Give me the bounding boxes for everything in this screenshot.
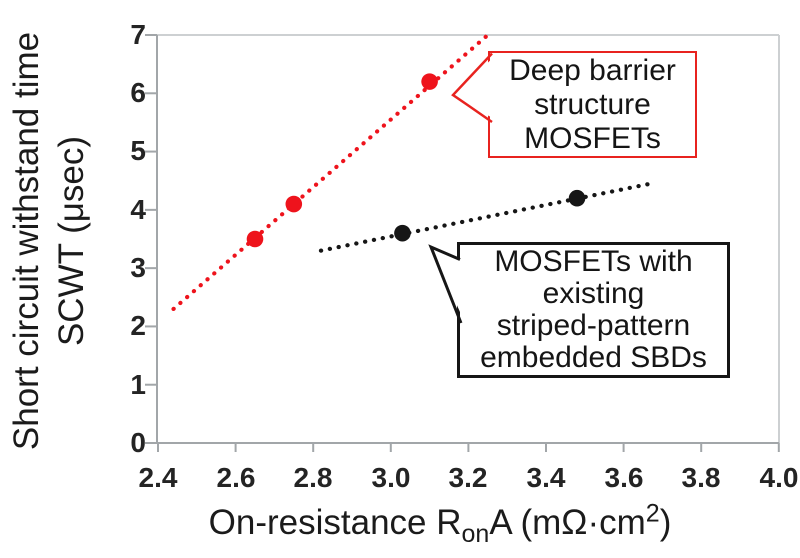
data-point	[421, 73, 438, 90]
callout-deep-barrier-line2: structure	[534, 87, 651, 121]
x-tick-label-3.8: 3.8	[682, 462, 721, 493]
x-tick-label-2.4: 2.4	[139, 462, 178, 493]
x-tick-labels: 2.4 2.6 2.8 3.0 3.2 3.4 3.6 3.8 4.0	[139, 462, 799, 493]
callout-striped-sbd-line2: existing	[542, 277, 645, 310]
series-layer	[171, 32, 653, 312]
y-tick-label-0: 0	[130, 427, 146, 458]
data-point	[568, 189, 586, 207]
data-point	[285, 195, 303, 213]
data-point	[246, 230, 264, 248]
x-tick-label-2.6: 2.6	[217, 462, 256, 493]
y-tick-label-1: 1	[130, 369, 146, 400]
tick-marks	[145, 34, 780, 452]
y-tick-label-2: 2	[130, 310, 146, 341]
x-tick-label-3.2: 3.2	[449, 462, 488, 493]
callout-deep-barrier-line1: Deep barrier	[509, 53, 676, 87]
callout-deep-barrier-line3: MOSFETs	[524, 121, 661, 155]
x-tick-label-3.4: 3.4	[527, 462, 566, 493]
callout-striped-sbd-line4: embedded SBDs	[480, 341, 707, 374]
y-tick-label-7: 7	[130, 19, 146, 50]
x-tick-label-2.8: 2.8	[294, 462, 333, 493]
callout-deep-barrier: Deep barrier structure MOSFETs	[488, 51, 697, 158]
data-point	[394, 224, 411, 242]
y-tick-label-3: 3	[130, 252, 146, 283]
x-tick-label-3.0: 3.0	[372, 462, 411, 493]
y-axis-title-line1: Short circuit withstand time	[7, 31, 46, 451]
x-axis-title-superscript: 2	[645, 499, 660, 528]
x-axis-title-mid: A (mΩ·cm	[489, 503, 646, 542]
trendline	[318, 181, 653, 253]
x-axis-title: On-resistance RonA (mΩ·cm2)	[120, 501, 760, 547]
trendline	[171, 32, 490, 312]
x-axis-title-subscript: on	[461, 520, 490, 548]
y-tick-labels: 7 6 5 4 3 2 1 0	[130, 19, 146, 458]
y-tick-label-4: 4	[130, 194, 146, 225]
x-tick-label-4.0: 4.0	[760, 462, 799, 493]
callout-striped-sbd: MOSFETs with existing striped-pattern em…	[457, 242, 730, 378]
x-axis-title-main: On-resistance R	[208, 503, 462, 542]
y-tick-label-5: 5	[130, 135, 146, 166]
y-tick-label-6: 6	[130, 77, 146, 108]
y-axis-title-line2: SCWT (μsec)	[52, 135, 91, 347]
x-tick-label-3.6: 3.6	[605, 462, 644, 493]
callout-striped-sbd-line3: striped-pattern	[496, 309, 691, 342]
x-axis-title-end: )	[659, 503, 672, 542]
callout-striped-sbd-line1: MOSFETs with	[494, 245, 693, 278]
